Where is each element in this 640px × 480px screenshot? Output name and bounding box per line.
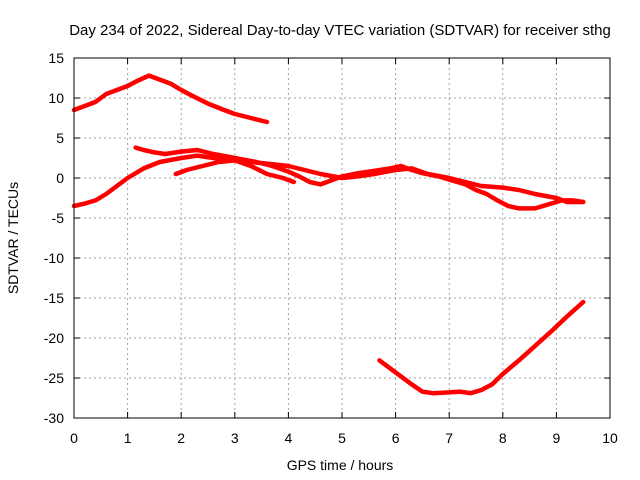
x-tick-label: 3: [231, 430, 239, 446]
series-arc5: [377, 299, 586, 396]
series-layer: [71, 73, 586, 396]
y-tick-label: 0: [56, 170, 64, 186]
y-tick-label: 15: [48, 50, 64, 66]
y-tick-label: -5: [52, 210, 65, 226]
x-tick-label: 1: [124, 430, 132, 446]
y-tick-label: 10: [48, 90, 64, 106]
y-tick-label: -25: [44, 370, 64, 386]
x-tick-label: 2: [177, 430, 185, 446]
x-tick-label: 10: [602, 430, 618, 446]
chart-title: Day 234 of 2022, Sidereal Day-to-day VTE…: [69, 22, 611, 39]
series-arc1: [71, 73, 270, 125]
x-tick-label: 5: [338, 430, 346, 446]
grid-layer: [74, 58, 610, 418]
x-tick-label: 8: [499, 430, 507, 446]
y-tick-label: -10: [44, 250, 64, 266]
x-tick-label: 0: [70, 430, 78, 446]
series-arc3: [133, 145, 586, 211]
tick-layer: 0 1 2 3 4 5 6 7 8 9 10 15 10 5 0 -5 -10 -15 -20 -25 -30: [44, 50, 618, 446]
x-tick-label: 6: [392, 430, 400, 446]
y-axis-label: SDTVAR / TECUs: [5, 182, 21, 294]
y-tick-label: 5: [56, 130, 64, 146]
series-arc4: [173, 158, 297, 185]
y-tick-label: -20: [44, 330, 64, 346]
series-arc2: [71, 153, 586, 209]
x-axis-label: GPS time / hours: [287, 457, 394, 473]
y-tick-label: -30: [44, 410, 64, 426]
x-tick-label: 7: [445, 430, 453, 446]
x-tick-label: 4: [285, 430, 293, 446]
x-tick-label: 9: [553, 430, 561, 446]
y-tick-label: -15: [44, 290, 64, 306]
